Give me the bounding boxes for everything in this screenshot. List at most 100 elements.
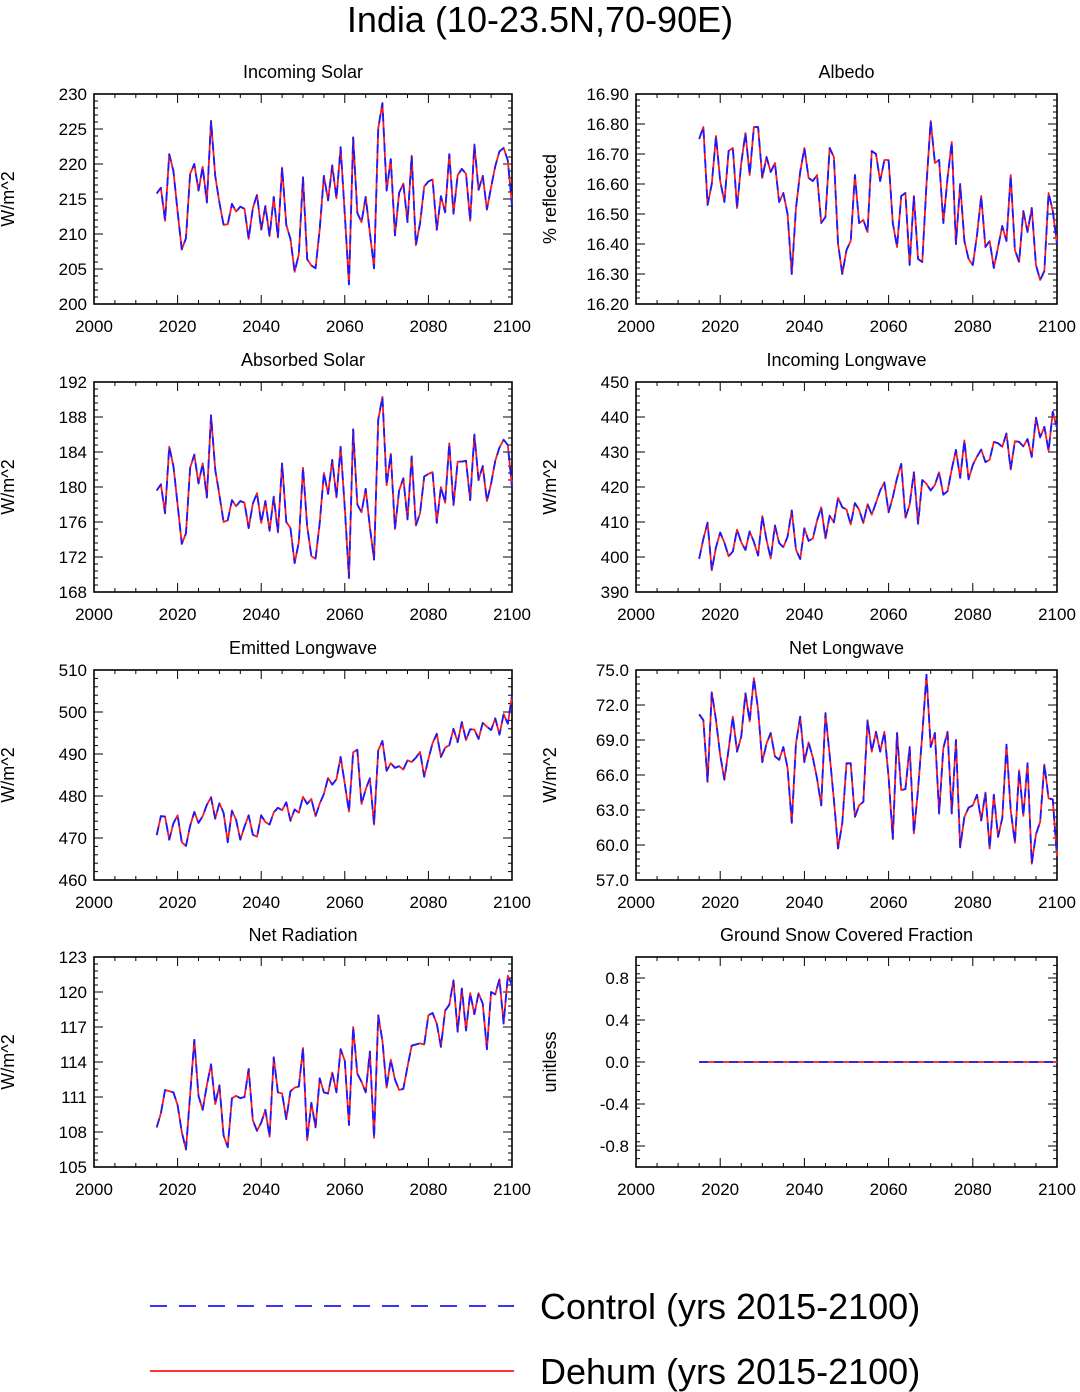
panel-title: Net Radiation (248, 925, 357, 945)
y-tick-label: 120 (59, 983, 87, 1002)
y-axis-label: W/m^2 (540, 747, 560, 802)
x-tick-label: 2000 (617, 317, 655, 336)
panel-title: Albedo (818, 62, 874, 82)
y-tick-label: 75.0 (596, 661, 629, 680)
series-line-dehum (698, 673, 1058, 865)
y-tick-label: 390 (601, 583, 629, 602)
x-tick-label: 2000 (75, 605, 113, 624)
y-tick-label: 192 (59, 373, 87, 392)
y-tick-label: 114 (60, 1053, 87, 1072)
x-tick-label: 2060 (870, 605, 908, 624)
y-axis-label: unitless (540, 1031, 560, 1092)
series-line-control (155, 695, 513, 847)
x-tick-label: 2000 (75, 317, 113, 336)
y-tick-label: 0.4 (605, 1011, 629, 1030)
figure-title: India (10-23.5N,70-90E) (346, 0, 734, 40)
y-tick-label: 184 (59, 443, 87, 462)
panel-title: Absorbed Solar (241, 350, 365, 370)
series-line-control (155, 102, 513, 286)
y-tick-label: 500 (59, 703, 87, 722)
panel-title: Emitted Longwave (229, 638, 377, 658)
y-tick-label: 16.20 (586, 295, 629, 314)
y-tick-label: 430 (601, 443, 629, 462)
y-tick-label: 188 (59, 408, 87, 427)
y-tick-label: 460 (59, 871, 87, 890)
x-tick-label: 2040 (785, 1180, 823, 1199)
y-tick-label: 450 (601, 373, 629, 392)
y-tick-label: 490 (59, 745, 87, 764)
y-tick-label: 16.30 (586, 265, 629, 284)
x-tick-label: 2080 (954, 605, 992, 624)
x-tick-label: 2040 (785, 317, 823, 336)
x-tick-label: 2100 (1038, 317, 1076, 336)
panel-incoming-longwave: Incoming Longwave W/m^2 2000 2020 2040 2060 20… (540, 350, 1076, 624)
y-tick-label: 420 (601, 478, 629, 497)
y-tick-label: -0.4 (600, 1095, 629, 1114)
series-line-control (698, 410, 1058, 572)
x-tick-label: 2080 (954, 1180, 992, 1199)
x-tick-label: 2000 (75, 1180, 113, 1199)
y-axis-label: W/m^2 (540, 459, 560, 514)
panel-emitted-longwave: Emitted Longwave W/m^2 2000 2020 2040 2060 208… (0, 638, 531, 912)
series-line-dehum (155, 695, 513, 847)
x-tick-label: 2060 (326, 893, 364, 912)
x-tick-label: 2100 (493, 317, 531, 336)
y-tick-label: 480 (59, 787, 87, 806)
x-tick-label: 2100 (493, 605, 531, 624)
y-tick-label: 57.0 (596, 871, 629, 890)
x-tick-label: 2040 (242, 893, 280, 912)
y-axis-label: W/m^2 (0, 747, 18, 802)
series-line-control (155, 395, 513, 579)
y-tick-label: 0.8 (605, 969, 629, 988)
plot-frame (635, 93, 1058, 305)
y-tick-label: 63.0 (596, 801, 629, 820)
y-tick-label: 117 (60, 1018, 87, 1037)
panel-net-radiation: Net Radiation W/m^2 2000 2020 2040 2060 2080 21… (0, 925, 531, 1199)
x-tick-label: 2000 (75, 893, 113, 912)
y-tick-label: 16.90 (586, 85, 629, 104)
panel-ground-snow-covered-fraction: Ground Snow Covered Fraction unitless 2000… (540, 925, 1076, 1199)
x-tick-label: 2060 (326, 605, 364, 624)
y-tick-label: 108 (59, 1123, 87, 1142)
y-tick-label: 172 (59, 548, 87, 567)
y-tick-label: 69.0 (596, 731, 629, 750)
y-tick-label: 0.0 (605, 1053, 629, 1072)
y-tick-label: 16.50 (586, 205, 629, 224)
y-tick-label: 230 (59, 85, 87, 104)
panel-albedo: Albedo % reflected 2000 2020 2040 2060 2080 210… (540, 62, 1076, 336)
y-tick-label: 72.0 (596, 696, 629, 715)
x-tick-label: 2040 (242, 605, 280, 624)
x-tick-label: 2100 (493, 1180, 531, 1199)
y-tick-label: 123 (59, 948, 87, 967)
panel-incoming-solar: Incoming Solar W/m^2 2000 2020 2040 2060 2080 2… (0, 62, 531, 336)
y-axis-label: W/m^2 (0, 1034, 18, 1089)
x-tick-label: 2100 (1038, 605, 1076, 624)
y-tick-label: 16.40 (586, 235, 629, 254)
series-line-dehum (698, 410, 1058, 572)
x-tick-label: 2020 (159, 893, 197, 912)
series-line-dehum (155, 102, 513, 286)
panel-title: Ground Snow Covered Fraction (720, 925, 973, 945)
x-tick-label: 2060 (870, 317, 908, 336)
panel-title: Incoming Solar (243, 62, 363, 82)
y-tick-label: 410 (601, 513, 629, 532)
y-tick-label: 440 (601, 408, 629, 427)
x-tick-label: 2020 (159, 317, 197, 336)
panel-absorbed-solar: Absorbed Solar W/m^2 2000 2020 2040 2060 2080 2… (0, 350, 531, 624)
y-axis-label: W/m^2 (0, 459, 18, 514)
y-tick-label: 470 (59, 829, 87, 848)
y-tick-label: 105 (59, 1158, 87, 1177)
x-tick-label: 2020 (701, 893, 739, 912)
y-tick-label: 168 (59, 583, 87, 602)
x-tick-label: 2040 (242, 317, 280, 336)
x-tick-label: 2000 (617, 605, 655, 624)
series-line-dehum (155, 395, 513, 579)
x-tick-label: 2080 (954, 893, 992, 912)
panel-net-longwave: Net Longwave W/m^2 2000 2020 2040 2060 2080 210… (540, 638, 1076, 912)
plot-frame (93, 93, 513, 305)
x-tick-label: 2020 (159, 1180, 197, 1199)
x-tick-label: 2080 (409, 1180, 447, 1199)
x-tick-label: 2020 (701, 605, 739, 624)
x-tick-label: 2040 (785, 893, 823, 912)
